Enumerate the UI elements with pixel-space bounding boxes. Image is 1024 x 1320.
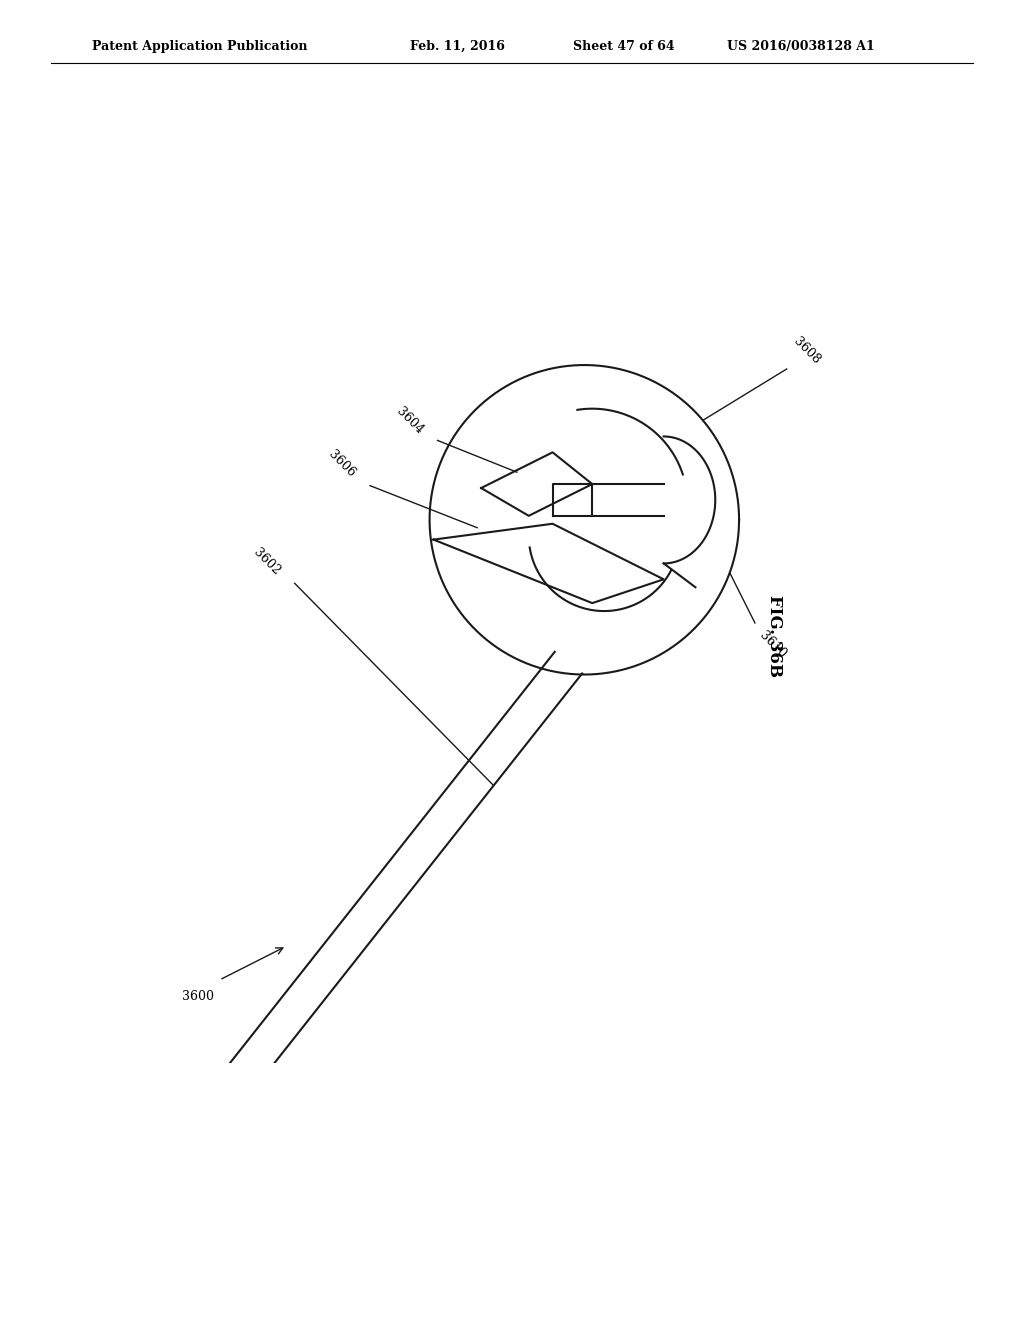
Text: 3602: 3602	[251, 546, 283, 578]
Text: FIG. 36B: FIG. 36B	[766, 595, 783, 677]
Text: Sheet 47 of 64: Sheet 47 of 64	[573, 40, 675, 53]
Text: 3604: 3604	[394, 405, 426, 437]
Text: US 2016/0038128 A1: US 2016/0038128 A1	[727, 40, 874, 53]
Text: 3606: 3606	[327, 449, 358, 480]
Text: Patent Application Publication: Patent Application Publication	[92, 40, 307, 53]
Text: 3610: 3610	[757, 628, 788, 660]
Text: Feb. 11, 2016: Feb. 11, 2016	[410, 40, 505, 53]
Text: 3600: 3600	[182, 990, 214, 1003]
Text: 3608: 3608	[791, 335, 822, 367]
